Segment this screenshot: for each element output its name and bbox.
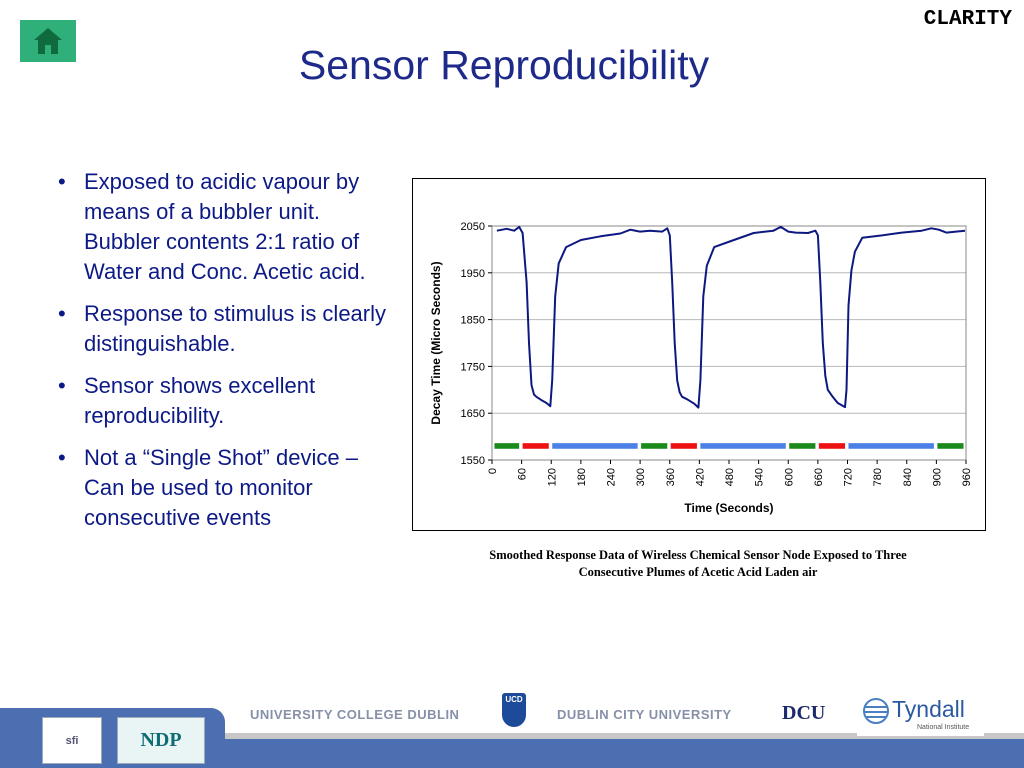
chart-frame: 1550 1650 1750 1850 1950 2050 0 60 120 180 240 300 3… xyxy=(412,178,986,531)
exposure-bar-green xyxy=(494,443,520,449)
y-tick-label: 1650 xyxy=(461,408,485,420)
y-tick-label: 1750 xyxy=(461,361,485,373)
exposure-bar-green xyxy=(789,443,816,449)
bullet-item: • Not a “Single Shot” device – Can be use… xyxy=(58,443,388,533)
x-tick-label: 360 xyxy=(665,468,677,486)
x-tick-label: 240 xyxy=(606,468,618,486)
x-tick-label: 120 xyxy=(546,468,558,486)
ndp-logo-text: NDP xyxy=(140,729,182,751)
home-icon xyxy=(34,28,62,54)
exposure-bar-blue xyxy=(848,443,934,449)
footer-divider xyxy=(225,733,1024,739)
bullet-text: Exposed to acidic vapour by means of a b… xyxy=(84,169,366,284)
exposure-bar-blue xyxy=(552,443,638,449)
x-tick-label: 600 xyxy=(783,468,795,486)
y-tick-label: 2050 xyxy=(461,221,485,233)
x-tick-label: 540 xyxy=(754,468,766,486)
home-button[interactable] xyxy=(20,20,76,62)
bullet-text: Not a “Single Shot” device – Can be used… xyxy=(84,445,358,530)
decay-time-chart: 1550 1650 1750 1850 1950 2050 0 60 120 180 240 300 3… xyxy=(429,221,973,515)
plot-area xyxy=(491,225,967,461)
decay-time-series-line xyxy=(496,225,966,409)
x-tick-label: 960 xyxy=(961,468,973,486)
tyndall-text: Tyndall xyxy=(892,696,965,722)
x-tick-label: 720 xyxy=(843,468,855,486)
tyndall-logo: Tyndall National Institute xyxy=(857,690,984,736)
bullet-list: • Exposed to acidic vapour by means of a … xyxy=(58,167,388,545)
bullet-text: Sensor shows excellent reproducibility. xyxy=(84,373,316,428)
sfi-logo: sfi xyxy=(42,717,102,764)
sfi-logo-text: sfi xyxy=(65,734,79,747)
x-tick-label: 180 xyxy=(576,468,588,486)
bullet-item: • Sensor shows excellent reproducibility. xyxy=(58,371,388,431)
x-tick-label: 780 xyxy=(872,468,884,486)
caption-line: Smoothed Response Data of Wireless Chemi… xyxy=(489,548,907,562)
exposure-bar-red xyxy=(818,443,846,449)
bullet-item: • Response to stimulus is clearly disting… xyxy=(58,299,388,359)
bullet-text: Response to stimulus is clearly distingu… xyxy=(84,301,387,356)
ucd-crest-text: UCD xyxy=(505,695,523,704)
ucd-crest: UCD xyxy=(502,693,526,727)
tyndall-subtext: National Institute xyxy=(917,724,970,731)
caption-line: Consecutive Plumes of Acetic Acid Laden … xyxy=(578,565,818,579)
x-tick-label: 60 xyxy=(517,468,529,480)
exposure-bar-red xyxy=(522,443,549,449)
x-tick-label: 900 xyxy=(931,468,943,486)
y-tick-label: 1950 xyxy=(461,268,485,280)
bullet-item: • Exposed to acidic vapour by means of a … xyxy=(58,167,388,287)
ndp-logo: NDP xyxy=(117,717,205,764)
x-tick-label: 420 xyxy=(694,468,706,486)
tyndall-globe-icon xyxy=(863,698,889,724)
ucd-name: UNIVERSITY COLLEGE DUBLIN xyxy=(250,707,460,722)
x-tick-label: 300 xyxy=(635,468,647,486)
footer-logo-panel: sfi NDP xyxy=(0,708,225,768)
x-axis-title: Time (Seconds) xyxy=(684,501,773,515)
exposure-bar-red xyxy=(670,443,697,449)
chart-caption: Smoothed Response Data of Wireless Chemi… xyxy=(440,547,956,581)
exposure-bar-blue xyxy=(700,443,786,449)
exposure-bar-green xyxy=(937,443,964,449)
brand-label: CLARITY xyxy=(923,8,1012,31)
dcu-logo: DCU xyxy=(782,702,826,724)
x-tick-label: 660 xyxy=(813,468,825,486)
y-tick-label: 1550 xyxy=(461,455,485,467)
page-title: Sensor Reproducibility xyxy=(298,42,710,88)
y-tick-label: 1850 xyxy=(461,315,485,327)
exposure-bar-green xyxy=(641,443,668,449)
x-tick-label: 0 xyxy=(487,468,499,474)
x-tick-label: 840 xyxy=(902,468,914,486)
y-axis-title: Decay Time (Micro Seconds) xyxy=(429,261,443,424)
x-tick-label: 480 xyxy=(724,468,736,486)
dcu-name: DUBLIN CITY UNIVERSITY xyxy=(557,707,732,722)
